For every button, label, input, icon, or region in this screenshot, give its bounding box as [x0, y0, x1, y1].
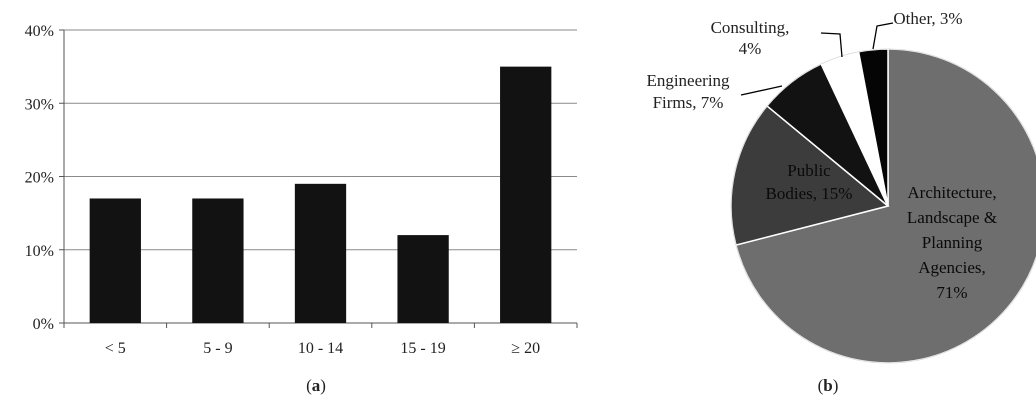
panel-label-b: b: [823, 376, 832, 395]
bar: [89, 198, 141, 323]
slice-label-line: Other, 3%: [893, 9, 962, 28]
slice-label: Architecture, Landscape & Planning Agencies…: [907, 183, 997, 302]
slice-label-line: Planning: [922, 233, 983, 252]
y-tick-label: 10%: [25, 243, 54, 260]
x-tick-label: ≥ 20: [511, 340, 540, 357]
slice-label-line: Consulting,: [711, 18, 790, 37]
slice-label-line: 4%: [739, 39, 762, 58]
slice-label-line: Architecture,: [907, 183, 996, 202]
slice-label: Other, 3%: [893, 9, 962, 28]
panel-label-a: a: [312, 376, 321, 395]
panel-caption-b: (b): [818, 376, 839, 395]
x-tick-label: 10 - 14: [298, 340, 343, 357]
y-tick-label: 20%: [25, 170, 54, 187]
pie-chart-b: Architecture, Landscape & Planning Agencies…: [646, 9, 1036, 364]
slice-label-line: 71%: [936, 283, 967, 302]
slice-label: Public Bodies, 15%: [766, 161, 853, 203]
y-tick-label: 40%: [25, 23, 54, 40]
y-tick-label: 30%: [25, 96, 54, 113]
bar-chart-a: 0% 10% 20% 30% 40% < 5 5 - 9 10 - 14 15 - 19 ≥ 20: [25, 23, 578, 357]
bar: [500, 66, 552, 323]
leader-line: [872, 22, 894, 50]
leader-line: [740, 85, 783, 96]
pie-outline: [730, 48, 1036, 364]
leader-line: [820, 32, 843, 58]
slice-label-line: Agencies,: [918, 258, 986, 277]
slice-label: Engineering Firms, 7%: [646, 71, 730, 112]
slice-label: Consulting, 4%: [711, 18, 790, 58]
slice-label-line: Public: [787, 161, 831, 180]
y-tick-label: 0%: [33, 316, 54, 333]
panel-caption-a: (a): [306, 376, 326, 395]
x-tick-label: 5 - 9: [203, 340, 232, 357]
slice-label-line: Engineering: [646, 71, 730, 90]
slice-label-line: Bodies, 15%: [766, 184, 853, 203]
slice-label-line: Landscape &: [907, 208, 997, 227]
bar: [397, 235, 449, 323]
bar: [192, 198, 244, 323]
x-tick-label: 15 - 19: [400, 340, 445, 357]
x-tick-label: < 5: [105, 340, 126, 357]
bar: [294, 183, 347, 323]
slice-label-line: Firms, 7%: [653, 93, 724, 112]
